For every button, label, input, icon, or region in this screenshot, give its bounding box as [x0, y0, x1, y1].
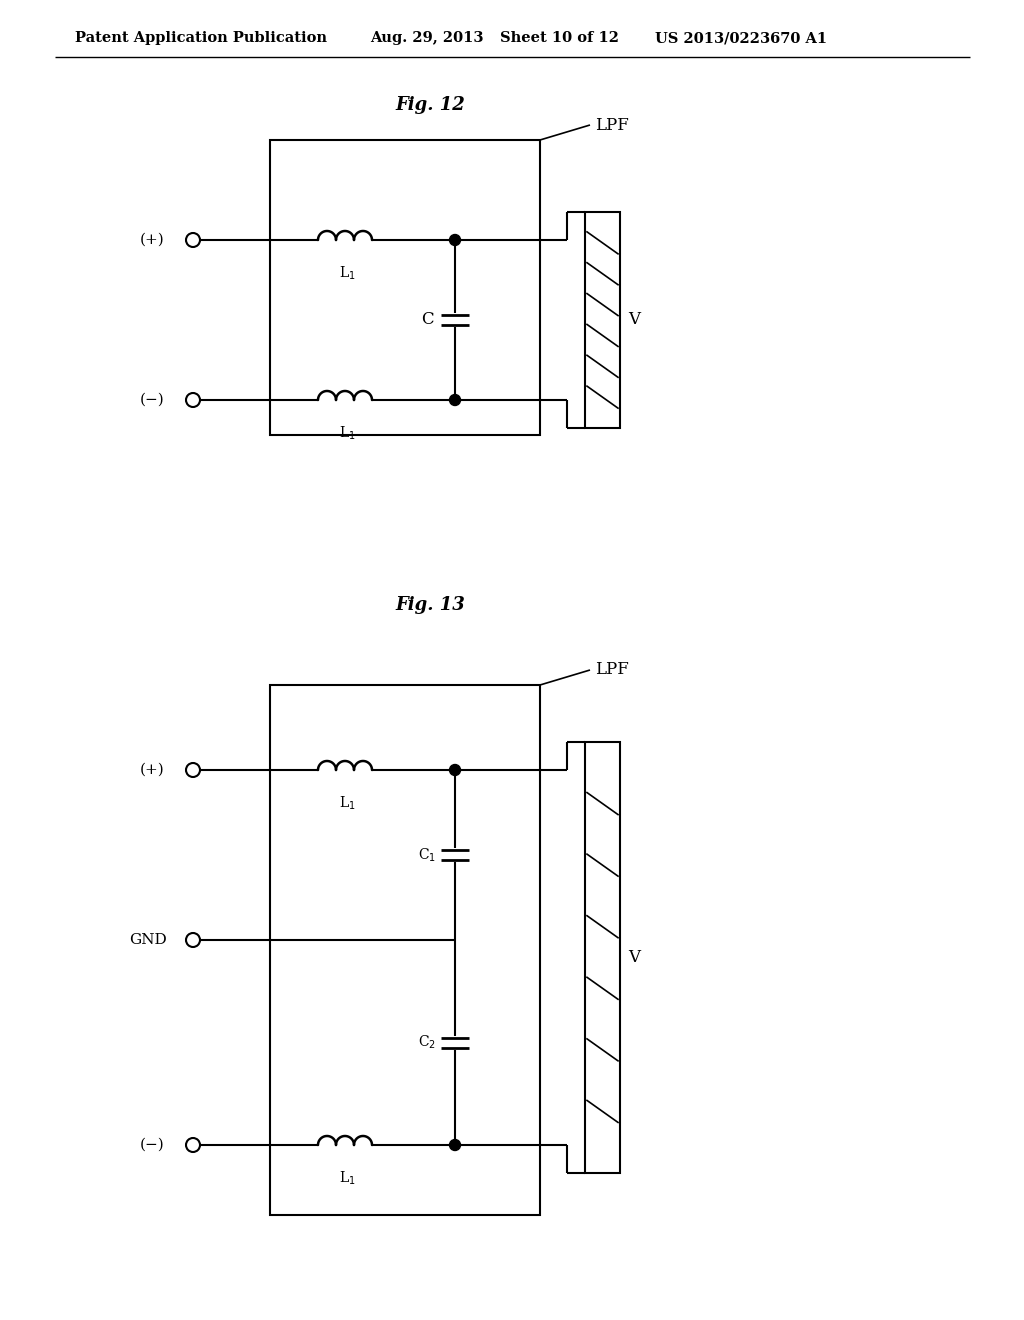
Text: (−): (−): [139, 393, 165, 407]
Circle shape: [450, 395, 461, 405]
Text: C$_1$: C$_1$: [418, 846, 436, 863]
Text: L$_1$: L$_1$: [339, 425, 355, 442]
Text: C$_2$: C$_2$: [418, 1034, 436, 1051]
Text: L$_1$: L$_1$: [339, 795, 355, 812]
Circle shape: [450, 764, 461, 776]
Bar: [585, 742, 620, 1173]
Bar: [585, 213, 620, 428]
Text: Fig. 13: Fig. 13: [395, 597, 465, 614]
Text: Aug. 29, 2013: Aug. 29, 2013: [370, 30, 483, 45]
Circle shape: [450, 1139, 461, 1151]
Text: LPF: LPF: [595, 116, 629, 133]
Bar: [270, 140, 540, 436]
Text: (−): (−): [139, 1138, 165, 1152]
Text: (+): (+): [139, 234, 165, 247]
Text: L$_1$: L$_1$: [339, 1170, 355, 1188]
Bar: [270, 685, 540, 1214]
Text: Patent Application Publication: Patent Application Publication: [75, 30, 327, 45]
Text: GND: GND: [129, 933, 167, 946]
Text: Fig. 12: Fig. 12: [395, 96, 465, 114]
Text: Sheet 10 of 12: Sheet 10 of 12: [500, 30, 618, 45]
Text: L$_1$: L$_1$: [339, 265, 355, 282]
Text: US 2013/0223670 A1: US 2013/0223670 A1: [655, 30, 827, 45]
Text: (+): (+): [139, 763, 165, 777]
Text: V: V: [628, 312, 640, 329]
Text: V: V: [628, 949, 640, 966]
Text: C: C: [421, 312, 433, 329]
Text: LPF: LPF: [595, 661, 629, 678]
Circle shape: [450, 235, 461, 246]
